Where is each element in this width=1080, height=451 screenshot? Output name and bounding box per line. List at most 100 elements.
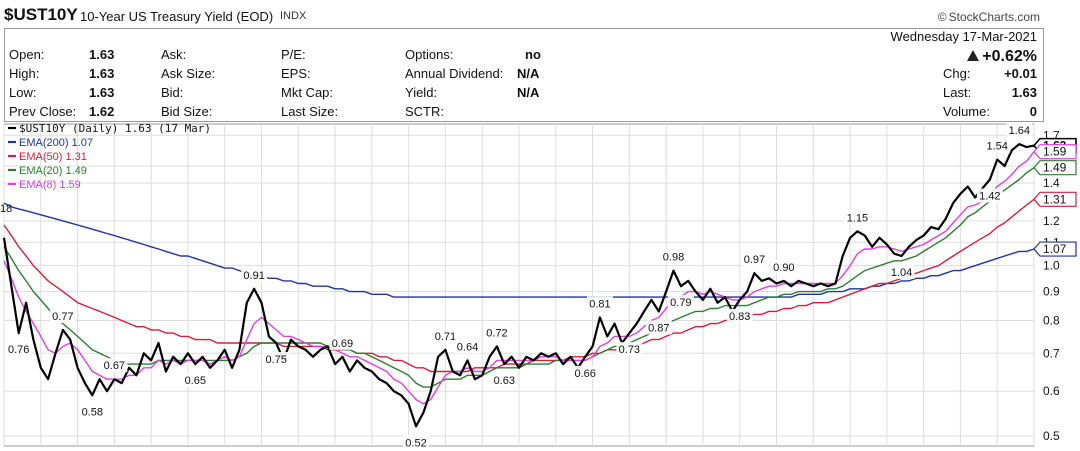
price-annotation: 0.67 (104, 360, 125, 372)
end-value-tag-box (1033, 191, 1077, 207)
price-annotation: 0.73 (619, 344, 640, 356)
price-annotation: 0.64 (457, 341, 478, 353)
copyright-icon: © (937, 10, 947, 24)
symbol: $UST10Y (4, 5, 78, 24)
prev-close-label: Prev Close: (9, 104, 77, 119)
change-percent-value: +0.62% (982, 48, 1037, 65)
low-label: Low: (9, 85, 37, 100)
left-edge-label: 18 (0, 203, 12, 215)
end-value-tag-label: 1.07 (1043, 242, 1067, 256)
legend-label-ema8: EMA(8) 1.59 (19, 179, 81, 191)
low-value: 1.63 (89, 85, 115, 100)
sctr-label: SCTR: (405, 104, 444, 119)
mkt-cap-label: Mkt Cap: (281, 85, 334, 100)
chg-value: +0.01 (1004, 66, 1037, 81)
price-annotation: 1.04 (891, 267, 912, 279)
price-annotation: 1.42 (979, 191, 1000, 203)
price-annotation: 0.81 (589, 298, 610, 310)
annotation-bg (572, 365, 599, 380)
annotation-bg (984, 138, 1011, 153)
annotation-bg (182, 373, 209, 388)
price-annotation: 0.97 (744, 254, 765, 266)
annotation-bg (645, 320, 672, 335)
annotation-bg (586, 296, 613, 311)
last-size-label: Last Size: (281, 104, 339, 119)
annotation-bg (726, 308, 753, 323)
price-annotation: 0.66 (575, 368, 596, 380)
annotation-bg (844, 210, 871, 225)
annotation-bg (660, 249, 687, 264)
price-annotation: 0.71 (435, 331, 456, 343)
series-line-price (2, 143, 1035, 428)
annotation-bg (5, 342, 32, 357)
annotation-bg (79, 404, 106, 419)
annotation-bg (241, 267, 268, 282)
end-value-tag-ema50: 1.31 (1033, 191, 1077, 207)
pe-label: P/E: (281, 47, 306, 62)
y-tick-label: 1.2 (1043, 214, 1060, 228)
price-annotation: 0.76 (8, 344, 29, 356)
annotation-bg (483, 325, 510, 340)
ask-label: Ask: (161, 47, 187, 62)
end-value-tag-box (1033, 160, 1077, 176)
price-annotation: 0.77 (52, 311, 73, 323)
annotation-bg (491, 373, 518, 388)
high-value: 1.63 (89, 66, 115, 81)
quote-date: Wednesday 17-Mar-2021 (890, 29, 1037, 44)
price-annotation: 0.90 (773, 262, 794, 274)
dividend-label: Annual Dividend: (405, 66, 504, 81)
title-bar: $UST10Y 10-Year US Treasury Yield (EOD) … (0, 0, 1080, 28)
chart-legend: $UST10Y (Daily) 1.63 (17 Mar) EMA(200) 1.… (8, 122, 211, 191)
chg-label: Chg: (943, 66, 971, 81)
price-annotation: 0.65 (185, 375, 206, 387)
last-label: Last: (943, 85, 972, 100)
yield-value: N/A (517, 85, 540, 100)
y-tick-label: 1.4 (1043, 176, 1060, 190)
price-annotation: 0.79 (670, 297, 691, 309)
end-value-tag-box (1033, 144, 1077, 160)
price-annotation: 0.72 (486, 327, 507, 339)
y-tick-label: 1.0 (1043, 259, 1060, 273)
y-tick-label: 0.9 (1043, 285, 1060, 299)
bid-label: Bid: (161, 85, 184, 100)
annotation-bg (49, 308, 76, 323)
price-annotation: 0.75 (266, 354, 287, 366)
y-tick-label: 0.8 (1043, 313, 1060, 327)
price-annotation: 0.69 (332, 338, 353, 350)
annotation-bg (432, 328, 459, 343)
annotation-bg (616, 342, 643, 357)
series-line-ema8 (3, 151, 1035, 405)
annotation-bg (263, 351, 290, 366)
last-value: 1.63 (1011, 85, 1037, 100)
ask-size-label: Ask Size: (161, 66, 216, 81)
high-label: High: (9, 66, 40, 81)
y-tick-label: 0.5 (1043, 429, 1060, 443)
price-annotation: 0.83 (729, 311, 750, 323)
options-value: no (525, 47, 541, 62)
price-annotation: 0.91 (243, 270, 264, 282)
change-percent: +0.62% (967, 48, 1037, 66)
price-annotation: 0.58 (82, 406, 103, 418)
annotation-bg (888, 265, 915, 280)
annotation-bg (1006, 123, 1033, 138)
annotation-bg (329, 335, 356, 350)
legend-label-ema20: EMA(20) 1.49 (19, 165, 87, 177)
prev-close-value: 1.62 (89, 104, 115, 119)
brand-logo[interactable]: © StockCharts.com (938, 10, 1040, 24)
up-triangle-icon (967, 50, 980, 61)
chart-grid (3, 123, 1035, 447)
price-chart[interactable]: 0.760.770.580.670.650.910.750.690.520.71… (0, 122, 1080, 451)
end-value-tag-label: 1.31 (1043, 192, 1067, 206)
quote-panel: Open: 1.63 High: 1.63 Low: 1.63 Prev Clo… (4, 28, 1044, 122)
brand-name: StockCharts.com (948, 10, 1040, 24)
bid-size-label: Bid Size: (161, 104, 213, 119)
open-value: 1.63 (89, 47, 115, 62)
price-annotation: 1.64 (1009, 125, 1030, 137)
end-value-tag-ema20: 1.49 (1033, 160, 1077, 176)
eps-label: EPS: (281, 66, 311, 81)
end-value-tag-label: 1.49 (1043, 161, 1067, 175)
end-value-tag-box (1033, 241, 1077, 257)
price-annotation: 0.63 (494, 375, 515, 387)
symbol-description: 10-Year US Treasury Yield (EOD) (80, 9, 274, 24)
legend-label-ema50: EMA(50) 1.31 (19, 151, 87, 163)
